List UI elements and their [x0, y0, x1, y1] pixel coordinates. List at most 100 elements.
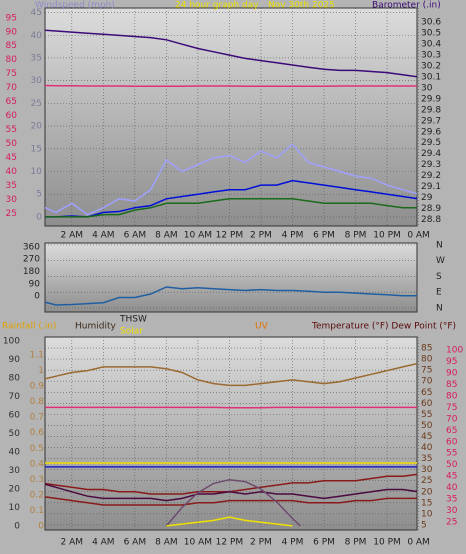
x-tick-label: 2 PM [250, 231, 272, 241]
y-tick-label: 180 [23, 267, 40, 277]
y-tick-label: 5 [421, 520, 427, 530]
y-tick-label: 1.1 [30, 351, 44, 361]
y-tick-label: W [436, 256, 445, 266]
y-tick-label: 100 [3, 337, 20, 347]
series-line [45, 84, 417, 88]
y-tick-label: 85 [446, 380, 457, 390]
series-group [45, 362, 417, 527]
y-tick-label: 29.9 [421, 94, 441, 104]
y-tick-label: 0 [34, 292, 40, 302]
annotation: Barometer (.in) [372, 1, 441, 11]
y-tick-label: 90 [6, 27, 18, 37]
plot-area [44, 242, 418, 313]
y-tick-label: 29 [421, 193, 433, 203]
y-tick-label: 75 [421, 366, 432, 376]
y-tick-label: 95 [446, 357, 457, 367]
y-tick-label: 29.7 [421, 116, 441, 126]
y-tick-label: 40 [9, 447, 21, 457]
series-group [45, 286, 417, 306]
y-tick-label: 0.5 [30, 444, 44, 454]
y-tick-label: 45 [6, 153, 17, 163]
y-tick-label: 29.8 [421, 105, 441, 115]
y-tick-label: 50 [9, 429, 21, 439]
y-tick-label: 30 [31, 76, 43, 86]
y-tick-label: 75 [446, 403, 457, 413]
annotation: Humidity [75, 322, 116, 332]
y-tick-label: 40 [6, 167, 18, 177]
y-tick-label: 0.3 [30, 475, 44, 485]
series-group [45, 29, 417, 218]
y-tick-label: 80 [446, 391, 458, 401]
y-tick-label: 5 [36, 190, 42, 200]
y-tick-label: 25 [446, 517, 457, 527]
y-tick-label: 25 [6, 209, 17, 219]
y-tick-label: 40 [421, 443, 433, 453]
series-line [45, 198, 417, 218]
y-tick-label: 65 [6, 97, 17, 107]
x-tick-label: 10 PM [373, 231, 401, 241]
y-tick-label: 60 [9, 411, 21, 421]
y-tick-label: 15 [31, 144, 42, 154]
y-tick-label: 0.4 [30, 459, 45, 469]
y-tick-label: 29.3 [421, 160, 441, 170]
y-tick-label: 28.9 [421, 204, 441, 214]
y-tick-label: 0.1 [30, 506, 44, 516]
y-tick-label: 55 [6, 125, 17, 135]
y-tick-label: 30 [421, 465, 433, 475]
x-tick-label: 0 AM [407, 231, 430, 241]
y-tick-label: 20 [31, 122, 43, 132]
series-line [45, 483, 417, 502]
y-tick-label: 80 [6, 55, 18, 65]
y-tick-label: 30 [421, 83, 433, 93]
y-tick-label: 35 [6, 181, 17, 191]
x-tick-label: 4 AM [92, 538, 115, 548]
x-tick-label: 0 AM [407, 538, 430, 548]
x-tick-label: 6 AM [124, 231, 147, 241]
y-tick-label: 50 [446, 460, 458, 470]
y-tick-label: 0.9 [30, 382, 45, 392]
x-tick-label: 10 PM [373, 538, 401, 548]
y-tick-label: 80 [421, 355, 433, 365]
x-tick-label: 8 AM [155, 538, 178, 548]
y-tick-label: 35 [421, 454, 432, 464]
y-tick-label: 35 [31, 53, 42, 63]
y-tick-label: 1 [38, 366, 44, 376]
y-tick-label: 40 [31, 31, 43, 41]
y-tick-label: 10 [9, 503, 21, 513]
y-tick-label: 65 [421, 388, 432, 398]
series-line [45, 29, 417, 78]
y-tick-label: 29.6 [421, 127, 441, 137]
y-tick-label: 55 [421, 410, 432, 420]
y-tick-label: N [436, 303, 443, 313]
y-tick-label: 10 [421, 509, 433, 519]
x-tick-label: 4 PM [282, 231, 304, 241]
plot-area [44, 7, 418, 227]
x-tick-label: 2 AM [61, 231, 84, 241]
x-tick-label: 2 PM [250, 538, 272, 548]
y-tick-label: 29.2 [421, 171, 441, 181]
x-tick-label: 2 AM [61, 538, 84, 548]
y-tick-label: 20 [421, 487, 433, 497]
y-tick-label: 20 [9, 484, 21, 494]
y-tick-label: 30.5 [421, 29, 441, 39]
y-tick-label: 95 [6, 13, 17, 23]
y-tick-label: 60 [6, 111, 18, 121]
y-tick-label: 0 [14, 521, 20, 531]
annotation: Rainfall (.in) [2, 322, 56, 332]
y-tick-label: 29.1 [421, 182, 441, 192]
y-tick-label: 30 [446, 506, 458, 516]
y-tick-label: 60 [446, 437, 458, 447]
y-tick-label: 40 [446, 483, 458, 493]
y-tick-label: 65 [446, 426, 457, 436]
series-line [45, 496, 417, 506]
y-tick-label: 360 [23, 242, 40, 252]
x-tick-label: 6 PM [313, 538, 335, 548]
annotation: THSW [119, 315, 147, 325]
y-tick-label: 85 [421, 344, 432, 354]
series-line [45, 179, 417, 218]
x-tick-label: 8 PM [345, 538, 367, 548]
y-tick-label: 55 [446, 449, 457, 459]
annotation: Temperature (°F) Dew Point (°F) [311, 322, 456, 332]
series-line [45, 286, 417, 306]
